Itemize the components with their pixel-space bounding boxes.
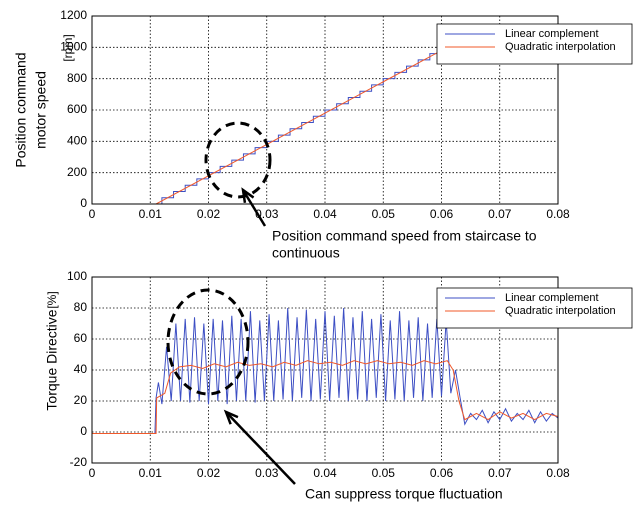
x-tick-label: 0.04 <box>313 466 337 480</box>
legend-label: Quadratic interpolation <box>505 305 616 317</box>
y-tick-label: 60 <box>74 331 88 345</box>
x-tick-label: 0.08 <box>546 207 570 221</box>
y-tick-label: 0 <box>80 196 87 210</box>
y-tick-label: 600 <box>67 102 87 116</box>
y-tick-label: 200 <box>67 165 87 179</box>
x-tick-label: 0.03 <box>255 466 279 480</box>
y-tick-label: 1000 <box>60 40 87 54</box>
y-tick-label: 20 <box>74 393 88 407</box>
x-tick-label: 0.01 <box>139 466 163 480</box>
arrow-shaft <box>225 411 296 485</box>
highlight-circle <box>204 121 272 199</box>
legend-label: Linear complement <box>505 28 599 40</box>
arrow-head <box>223 409 239 425</box>
x-tick-label: 0.07 <box>488 207 512 221</box>
x-tick-label: 0.07 <box>488 466 512 480</box>
series-line <box>92 307 559 435</box>
y-tick-label: 80 <box>74 300 88 314</box>
y-axis-unit: [rpm] <box>61 34 75 61</box>
y-axis-label: motor speed <box>33 71 49 149</box>
x-tick-label: 0 <box>89 207 96 221</box>
x-tick-label: 0.02 <box>197 207 221 221</box>
arrow-shaft <box>241 189 267 227</box>
y-axis-label: Position command <box>13 52 29 167</box>
y-tick-label: 0 <box>80 424 87 438</box>
annotation: Position command speed from staircase to <box>272 228 537 244</box>
y-tick-label: -20 <box>70 455 88 469</box>
y-tick-label: 1200 <box>60 8 87 22</box>
annotation: Can suppress torque fluctuation <box>305 486 503 502</box>
x-tick-label: 0.06 <box>430 466 454 480</box>
y-tick-label: 800 <box>67 71 87 85</box>
x-tick-label: 0.01 <box>139 207 163 221</box>
y-tick-label: 100 <box>67 269 87 283</box>
y-axis-label: Torque Directive <box>44 309 60 410</box>
x-tick-label: 0.04 <box>313 207 337 221</box>
series-line <box>92 360 559 435</box>
arrow-head <box>241 187 255 204</box>
x-tick-label: 0.05 <box>372 207 396 221</box>
plot-frame <box>91 15 559 205</box>
plot-frame <box>91 276 559 464</box>
legend-label: Quadratic interpolation <box>505 41 616 53</box>
x-tick-label: 0.02 <box>197 466 221 480</box>
x-tick-label: 0.08 <box>546 466 570 480</box>
y-tick-label: 400 <box>67 134 87 148</box>
y-tick-label: 40 <box>74 362 88 376</box>
x-tick-label: 0.06 <box>430 207 454 221</box>
legend-label: Linear complement <box>505 292 599 304</box>
x-tick-label: 0.05 <box>372 466 396 480</box>
legend-box <box>436 23 633 65</box>
y-axis-unit: [%] <box>45 291 59 308</box>
legend-box <box>436 287 633 329</box>
highlight-circle <box>166 288 250 396</box>
annotation: continuous <box>272 245 340 261</box>
x-tick-label: 0 <box>89 466 96 480</box>
